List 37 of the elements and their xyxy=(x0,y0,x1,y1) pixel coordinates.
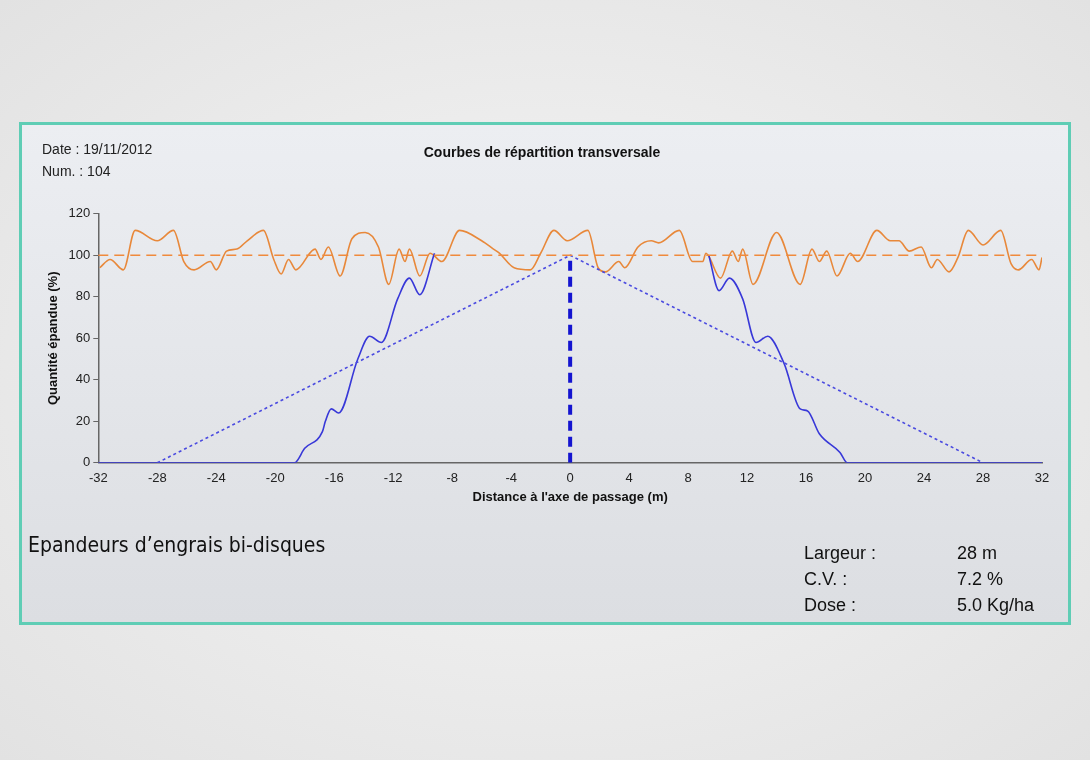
text: 28 m xyxy=(957,543,998,564)
x-tick-label: -8 xyxy=(446,470,458,486)
x-tick-label: 4 xyxy=(625,470,633,486)
x-tick-label: 20 xyxy=(857,470,873,486)
y-tick-label: 0 xyxy=(83,454,91,470)
y-tick-label: 20 xyxy=(75,412,91,428)
text: 5.0 Kg/ha xyxy=(957,595,1035,616)
y-tick-label: 40 xyxy=(75,371,91,387)
y-axis-title: Quantité épandue (%) xyxy=(45,271,61,406)
line-series xyxy=(98,229,1042,286)
x-tick-label: -28 xyxy=(147,470,167,486)
text: 7.2 % xyxy=(957,569,1004,590)
x-tick-label: 0 xyxy=(566,470,574,486)
x-tick-label: -4 xyxy=(505,470,517,486)
x-tick-label: 28 xyxy=(975,470,991,486)
chart-title: Courbes de répartition transversale xyxy=(423,144,661,161)
x-tick-label: 16 xyxy=(798,470,814,486)
y-tick-label: 100 xyxy=(68,246,91,262)
x-tick-label: 24 xyxy=(916,470,932,486)
x-tick-label: -32 xyxy=(88,470,108,486)
text: Dose : xyxy=(804,595,857,616)
x-tick-label: -20 xyxy=(265,470,285,486)
x-tick-label: -24 xyxy=(206,470,226,486)
text: Date : 19/11/2012 xyxy=(42,141,153,157)
x-tick-label: 8 xyxy=(684,470,692,486)
x-axis-title: Distance à l'axe de passage (m) xyxy=(472,488,668,504)
x-tick-label: 32 xyxy=(1034,470,1050,486)
text: Epandeurs d’engrais bi-disques xyxy=(28,533,326,557)
y-tick-label: 120 xyxy=(68,205,91,221)
text: Num. : 104 xyxy=(42,163,111,179)
text: C.V. : xyxy=(804,569,848,590)
y-tick-label: 60 xyxy=(75,329,91,345)
x-tick-label: -16 xyxy=(324,470,344,486)
x-tick-label: 12 xyxy=(739,470,755,486)
y-tick-label: 80 xyxy=(75,288,91,304)
x-tick-label: -12 xyxy=(383,470,403,486)
text: Largeur : xyxy=(804,543,877,564)
